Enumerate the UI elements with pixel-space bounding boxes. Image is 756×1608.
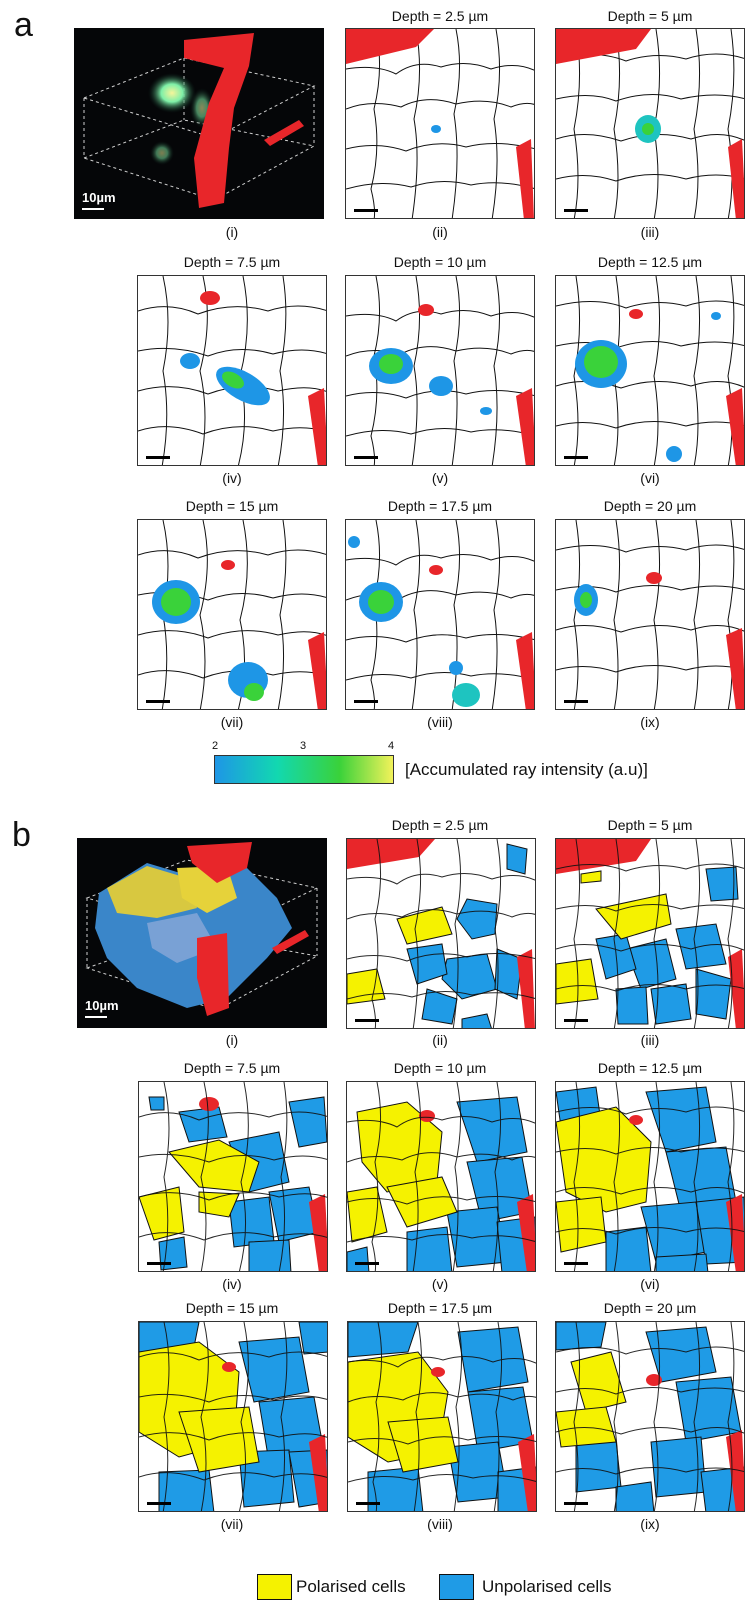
title-b-vi: Depth = 12.5 µm bbox=[597, 1060, 703, 1076]
slice-a-vii bbox=[137, 519, 327, 710]
label-b-iii: (iii) bbox=[640, 1032, 660, 1048]
slice-b-iv bbox=[138, 1081, 328, 1272]
title-b-vii: Depth = 15 µm bbox=[185, 1300, 279, 1316]
scalebar-label-b: 10µm bbox=[85, 998, 119, 1013]
label-a-vii: (vii) bbox=[220, 714, 244, 730]
panel-a-3d-render: 10µm bbox=[74, 28, 324, 219]
title-a-iii: Depth = 5 µm bbox=[607, 8, 693, 24]
panel-a-3d-svg bbox=[82, 33, 316, 210]
slice-b-vi bbox=[555, 1081, 745, 1272]
slice-b-ix bbox=[555, 1321, 745, 1512]
label-b-vi: (vi) bbox=[640, 1276, 660, 1292]
colorbar-label: [Accumulated ray intensity (a.u)] bbox=[405, 760, 648, 779]
slice-a-v bbox=[345, 275, 535, 466]
slice-a-ii bbox=[345, 28, 535, 219]
title-a-iv: Depth = 7.5 µm bbox=[183, 254, 281, 270]
legend-polarised-swatch bbox=[257, 1574, 292, 1600]
slice-b-vii bbox=[138, 1321, 328, 1512]
label-b-ii: (ii) bbox=[432, 1032, 448, 1048]
label-b-viii: (viii) bbox=[427, 1516, 453, 1532]
label-a-iv: (iv) bbox=[222, 470, 242, 486]
slice-a-viii bbox=[345, 519, 535, 710]
title-a-ix: Depth = 20 µm bbox=[603, 498, 697, 514]
title-a-vii: Depth = 15 µm bbox=[185, 498, 279, 514]
label-a-i: (i) bbox=[225, 224, 239, 240]
label-a-iii: (iii) bbox=[640, 224, 660, 240]
title-b-iv: Depth = 7.5 µm bbox=[183, 1060, 281, 1076]
label-a-vi: (vi) bbox=[640, 470, 660, 486]
colorbar bbox=[214, 755, 394, 784]
title-a-vi: Depth = 12.5 µm bbox=[597, 254, 703, 270]
slice-b-viii bbox=[347, 1321, 537, 1512]
slice-b-ii bbox=[346, 838, 536, 1029]
slice-b-iii bbox=[555, 838, 745, 1029]
slice-a-iii bbox=[555, 28, 745, 219]
title-b-viii: Depth = 17.5 µm bbox=[387, 1300, 493, 1316]
slice-b-v bbox=[346, 1081, 536, 1272]
slice-a-ix bbox=[555, 519, 745, 710]
title-a-viii: Depth = 17.5 µm bbox=[387, 498, 493, 514]
label-b-i: (i) bbox=[225, 1032, 239, 1048]
label-a-ii: (ii) bbox=[432, 224, 448, 240]
legend-polarised-label: Polarised cells bbox=[296, 1577, 406, 1596]
title-b-ii: Depth = 2.5 µm bbox=[391, 817, 489, 833]
panel-b-letter: b bbox=[12, 816, 31, 854]
title-a-v: Depth = 10 µm bbox=[393, 254, 487, 270]
vessel-3d bbox=[184, 33, 254, 208]
panel-b-3d-render: 10µm bbox=[77, 838, 327, 1028]
colorbar-tick-2: 2 bbox=[212, 740, 219, 752]
slice-a-iv bbox=[137, 275, 327, 466]
legend-unpolarised-label: Unpolarised cells bbox=[482, 1577, 612, 1596]
title-b-ix: Depth = 20 µm bbox=[603, 1300, 697, 1316]
label-a-ix: (ix) bbox=[640, 714, 660, 730]
panel-b-3d-svg bbox=[85, 842, 319, 1018]
title-a-ii: Depth = 2.5 µm bbox=[391, 8, 489, 24]
slice-a-vi bbox=[555, 275, 745, 466]
colorbar-tick-3: 3 bbox=[300, 740, 307, 752]
panel-a-letter: a bbox=[14, 6, 33, 44]
legend-unpolarised-swatch bbox=[439, 1574, 474, 1600]
scalebar-label: 10µm bbox=[82, 190, 116, 205]
label-a-v: (v) bbox=[431, 470, 449, 486]
label-b-iv: (iv) bbox=[222, 1276, 242, 1292]
title-b-iii: Depth = 5 µm bbox=[607, 817, 693, 833]
label-b-v: (v) bbox=[431, 1276, 449, 1292]
colorbar-tick-4: 4 bbox=[388, 740, 395, 752]
label-a-viii: (viii) bbox=[427, 714, 453, 730]
title-b-v: Depth = 10 µm bbox=[393, 1060, 487, 1076]
label-b-ix: (ix) bbox=[640, 1516, 660, 1532]
label-b-vii: (vii) bbox=[220, 1516, 244, 1532]
